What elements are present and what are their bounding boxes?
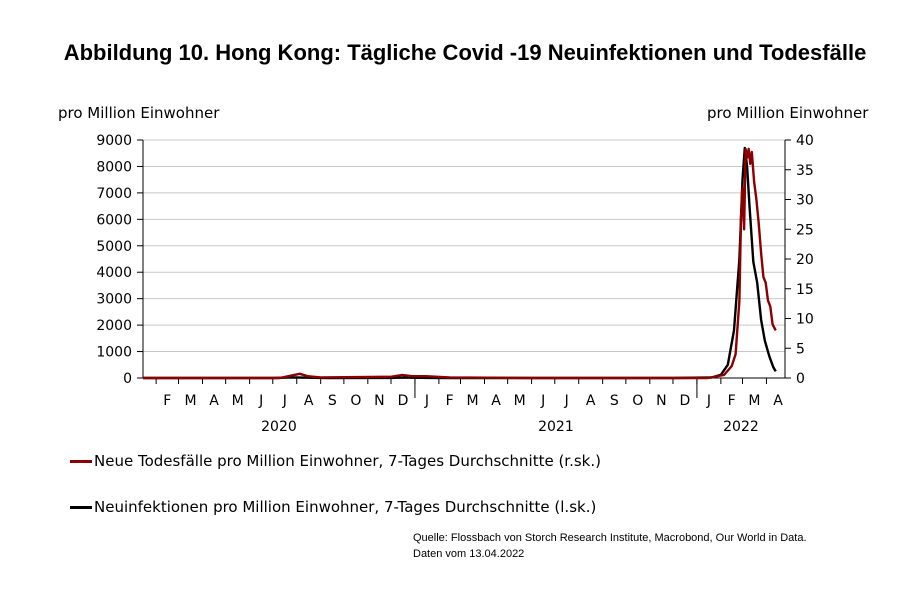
axes: [137, 139, 791, 398]
x-month-label: D: [398, 393, 409, 409]
x-month-label: M: [232, 393, 244, 409]
right-y-tick-label: 20: [796, 252, 814, 268]
x-month-label: M: [184, 393, 196, 409]
left-y-tick-label: 2000: [96, 318, 132, 334]
left-y-tick-label: 6000: [96, 212, 132, 228]
left-y-tick-label: 7000: [96, 186, 132, 202]
series-line-cases: [143, 146, 777, 380]
x-month-label: O: [632, 393, 643, 409]
legend-label-cases: Neuinfektionen pro Million Einwohner, 7-…: [94, 498, 597, 516]
x-month-label: J: [424, 393, 429, 409]
x-month-label: D: [680, 393, 691, 409]
x-month-label: F: [728, 393, 736, 409]
right-y-tick-label: 5: [796, 341, 805, 357]
x-month-label: J: [258, 393, 263, 409]
right-y-tick-label: 25: [796, 222, 814, 238]
right-y-tick-label: 0: [796, 371, 805, 387]
x-month-label: O: [350, 393, 361, 409]
x-month-label: A: [304, 393, 314, 409]
x-month-label: J: [540, 393, 545, 409]
x-month-label: M: [466, 393, 478, 409]
left-y-tick-label: 5000: [96, 239, 132, 255]
source-line-1: Quelle: Flossbach von Storch Research In…: [413, 532, 807, 544]
x-month-label: J: [564, 393, 569, 409]
x-month-label: M: [514, 393, 526, 409]
left-y-tick-label: 3000: [96, 292, 132, 308]
left-y-tick-labels: 0 1000 2000 3000 4000 5000 6000 7000 8000 9000: [96, 133, 132, 387]
x-month-label: A: [209, 393, 219, 409]
x-month-label: S: [328, 393, 337, 409]
series-lines: [143, 146, 777, 380]
chart-title: Abbildung 10. Hong Kong: Tägliche Covid …: [63, 40, 867, 65]
x-month-label: F: [446, 393, 454, 409]
right-y-tick-label: 15: [796, 282, 814, 298]
left-y-tick-label: 4000: [96, 265, 132, 281]
legend-item-deaths: Neue Todesfälle pro Million Einwohner, 7…: [70, 452, 601, 470]
x-month-label: A: [491, 393, 501, 409]
legend-item-cases: Neuinfektionen pro Million Einwohner, 7-…: [70, 498, 596, 516]
right-y-tick-label: 40: [796, 133, 814, 149]
right-y-tick-label: 10: [796, 312, 814, 328]
x-month-label: N: [656, 393, 666, 409]
legend-label-deaths: Neue Todesfälle pro Million Einwohner, 7…: [94, 452, 601, 470]
gridlines: [143, 139, 785, 379]
source-line-2: Daten vom 13.04.2022: [413, 548, 525, 560]
right-axis-unit-label: pro Million Einwohner: [707, 104, 869, 122]
left-y-tick-label: 9000: [96, 133, 132, 149]
right-y-tick-label: 30: [796, 193, 814, 209]
left-y-tick-label: 0: [123, 371, 132, 387]
x-month-label: S: [610, 393, 619, 409]
series-line-deaths: [143, 147, 777, 380]
legend-swatch-deaths: [70, 459, 92, 463]
x-month-label: A: [586, 393, 596, 409]
right-y-tick-labels: 0 5 10 15 20 25 30 35 40: [796, 133, 814, 387]
source-note: Quelle: Flossbach von Storch Research In…: [413, 530, 807, 562]
x-month-label: N: [374, 393, 384, 409]
x-month-label: J: [282, 393, 287, 409]
legend-swatch-cases: [70, 505, 92, 509]
x-year-label: 2022: [723, 419, 759, 435]
x-month-label: J: [706, 393, 711, 409]
x-month-label: A: [773, 393, 783, 409]
left-y-tick-label: 8000: [96, 159, 132, 175]
x-month-label: F: [163, 393, 171, 409]
x-year-label: 2020: [261, 419, 297, 435]
left-axis-unit-label: pro Million Einwohner: [58, 104, 220, 122]
x-year-label: 2021: [538, 419, 574, 435]
x-month-label: M: [748, 393, 760, 409]
left-y-tick-label: 1000: [96, 345, 132, 361]
right-y-tick-label: 35: [796, 163, 814, 179]
